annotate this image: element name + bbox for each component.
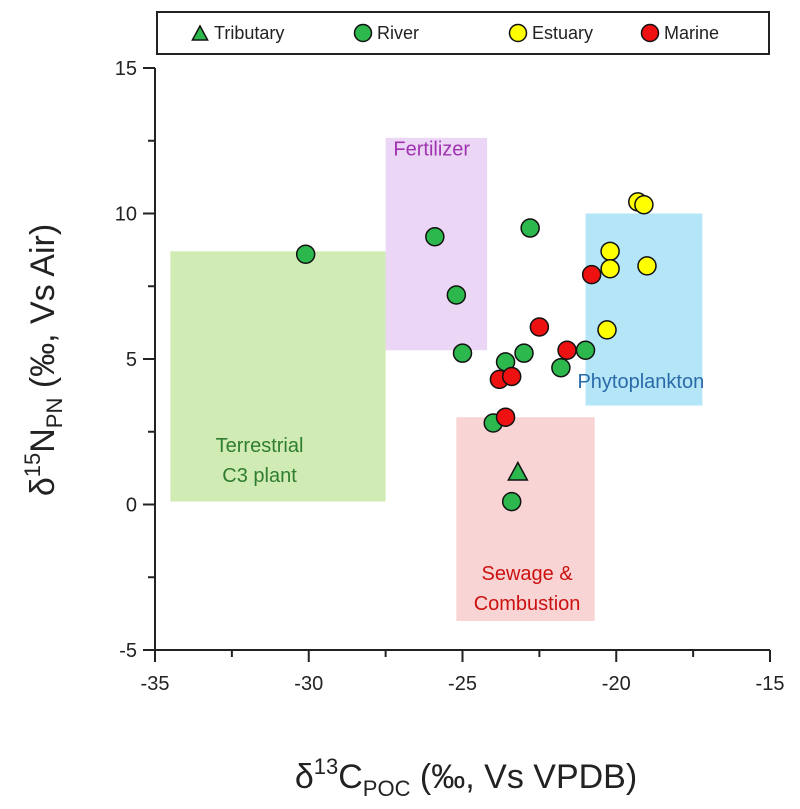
legend-marker-river	[353, 23, 373, 43]
y-tick-label: -5	[119, 640, 137, 662]
point-river	[295, 244, 316, 264]
point-river	[575, 340, 596, 361]
y-tick-label: 5	[126, 349, 137, 371]
x-tick-label: -30	[294, 673, 323, 695]
region-label-terrestrial-c3-plant: C3 plant	[222, 465, 297, 487]
region-sewage-combustion	[456, 417, 595, 621]
point-river	[452, 343, 473, 363]
y-tick-label: 15	[115, 58, 137, 80]
point-river	[514, 343, 534, 363]
region-label-sewage-combustion: Combustion	[474, 593, 581, 615]
point-estuary	[637, 256, 657, 276]
ticks: -35 -30 -25 -20 -15 -5 0 5 10 15	[115, 58, 785, 695]
point-marine	[529, 317, 550, 337]
region-label-terrestrial-c3-plant: Terrestrial	[216, 435, 304, 457]
point-river	[446, 285, 467, 305]
legend-label-tributary: Tributary	[214, 23, 284, 43]
y-tick-label: 0	[126, 495, 137, 517]
point-marine	[557, 340, 577, 361]
legend-marker-tributary	[191, 24, 209, 41]
region-label-sewage-combustion: Sewage &	[481, 563, 573, 585]
region-terrestrial-c3-plant	[170, 251, 386, 502]
x-tick-label: -15	[756, 673, 785, 695]
legend-marker-marine	[640, 23, 660, 43]
legend-label-river: River	[377, 23, 419, 43]
data-points	[295, 192, 657, 512]
point-marine	[495, 407, 516, 427]
point-marine	[581, 264, 602, 285]
legend-label-estuary: Estuary	[532, 23, 593, 43]
point-river	[520, 218, 540, 238]
y-tick-label: 10	[115, 204, 137, 226]
region-label-fertilizer: Fertilizer	[393, 138, 470, 160]
point-river	[551, 357, 571, 378]
source-regions: Terrestrial C3 plant Fertilizer Phytoplankt…	[170, 137, 704, 621]
legend-label-marine: Marine	[664, 23, 719, 43]
point-river	[425, 227, 445, 247]
region-label-phytoplankton: Phytoplankton	[577, 371, 704, 393]
legend-marker-estuary	[508, 23, 528, 43]
x-tick-label: -35	[141, 673, 170, 695]
point-tributary	[507, 460, 529, 481]
y-axis-title: δ15NPN (‰, Vs Air)	[20, 224, 67, 496]
legend-box	[156, 11, 770, 55]
point-estuary	[597, 320, 617, 340]
legend: Tributary River Estuary Marine	[156, 11, 770, 55]
point-river	[501, 491, 522, 512]
point-estuary	[600, 259, 620, 279]
x-tick-label: -25	[448, 673, 477, 695]
point-estuary	[600, 241, 620, 262]
point-marine	[501, 366, 522, 387]
point-estuary	[634, 195, 654, 215]
x-axis-title: δ13CPOC (‰, Vs VPDB)	[295, 754, 637, 801]
x-tick-label: -20	[602, 673, 631, 695]
